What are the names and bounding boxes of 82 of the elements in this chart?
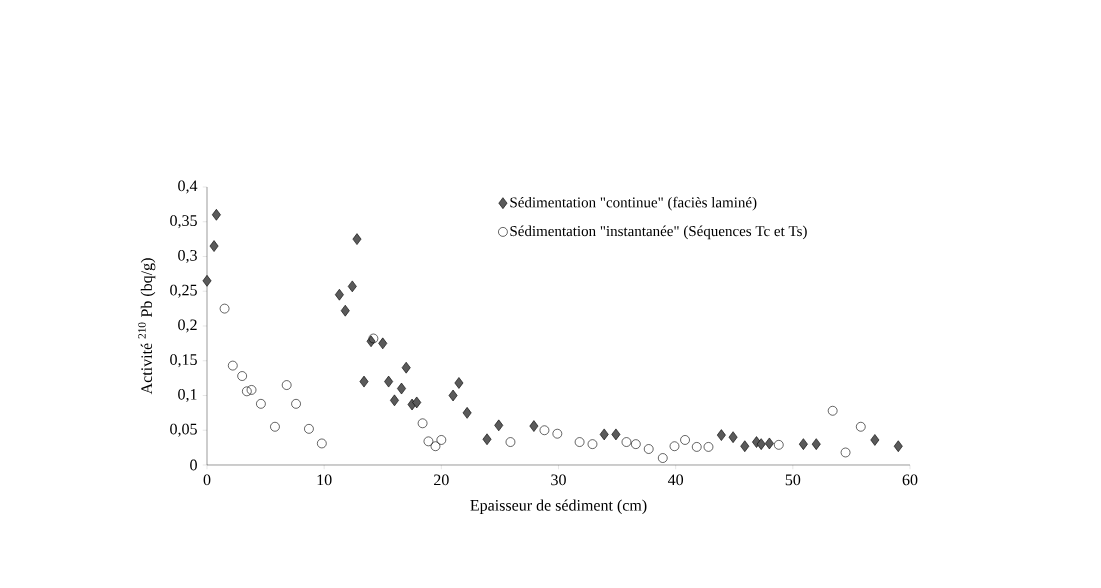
point <box>412 396 422 409</box>
point <box>304 424 314 434</box>
point <box>436 435 447 445</box>
point <box>211 208 221 221</box>
point <box>291 399 301 409</box>
point <box>482 433 492 446</box>
x-tick-label: 60 <box>902 474 918 486</box>
point <box>621 437 632 447</box>
point <box>494 419 504 432</box>
point <box>352 233 362 245</box>
point <box>680 435 690 445</box>
point <box>340 304 350 317</box>
point <box>209 240 219 252</box>
x-tick-label: 20 <box>434 474 449 486</box>
point <box>643 444 654 454</box>
point <box>552 428 563 439</box>
point <box>423 436 434 447</box>
legend-label: Sédimentation "instantanée" (Séquences Tc et Ts) <box>510 225 807 240</box>
y-tick-label: 0,1 <box>178 388 197 403</box>
point <box>270 421 280 432</box>
y-tick-label: 0,3 <box>178 249 197 264</box>
x-tick-label: 10 <box>317 474 332 486</box>
y-tick-label: 0,2 <box>178 319 197 333</box>
point <box>417 418 428 429</box>
point <box>368 333 379 344</box>
x-tick-label: 30 <box>551 474 566 486</box>
point <box>384 375 394 388</box>
point <box>740 440 750 453</box>
point <box>870 434 880 446</box>
point <box>246 385 257 395</box>
point <box>529 420 539 432</box>
y-tick-label: 0,35 <box>170 215 197 229</box>
point <box>378 337 388 350</box>
point <box>401 361 411 374</box>
point <box>587 439 598 449</box>
point <box>756 438 766 450</box>
legend-label: Sédimentation "continue" (faciès laminé) <box>510 196 757 211</box>
point <box>334 288 344 301</box>
point <box>657 453 668 463</box>
x-axis-title: Epaisseur de sédiment (cm) <box>470 499 647 514</box>
point <box>669 441 680 452</box>
point <box>798 438 808 450</box>
point <box>840 447 851 458</box>
point <box>811 438 821 450</box>
point <box>539 425 550 436</box>
point <box>631 439 641 449</box>
y-tick-label: 0,15 <box>170 354 197 368</box>
x-tick-label: 50 <box>785 474 801 486</box>
point <box>703 442 714 452</box>
y-tick-label: 0,05 <box>170 423 197 437</box>
point <box>599 428 609 441</box>
point <box>893 440 903 453</box>
point <box>448 389 458 402</box>
x-tick-label: 0 <box>203 474 211 486</box>
point <box>281 380 292 390</box>
point <box>317 438 327 449</box>
point <box>764 437 774 450</box>
point <box>611 428 621 441</box>
point <box>347 280 357 293</box>
point <box>505 437 516 447</box>
point <box>716 429 726 441</box>
y-tick-label: 0 <box>190 459 197 471</box>
point <box>256 399 266 409</box>
point <box>359 375 369 388</box>
y-axis-title: Activité $^{210}$ Pb (bq/g) <box>138 258 156 395</box>
point <box>237 371 247 381</box>
point <box>855 421 866 432</box>
point <box>462 407 472 419</box>
point <box>574 437 585 447</box>
point <box>454 377 464 389</box>
point <box>242 386 252 397</box>
point <box>691 442 702 452</box>
x-tick-label: 40 <box>667 474 684 486</box>
point <box>202 275 212 287</box>
point <box>227 360 238 371</box>
point <box>219 303 230 314</box>
point <box>728 431 738 443</box>
point <box>773 440 784 450</box>
y-tick-label: 0,4 <box>178 180 198 194</box>
y-tick-label: 0,25 <box>170 284 197 298</box>
point <box>827 405 838 416</box>
point <box>430 441 441 452</box>
